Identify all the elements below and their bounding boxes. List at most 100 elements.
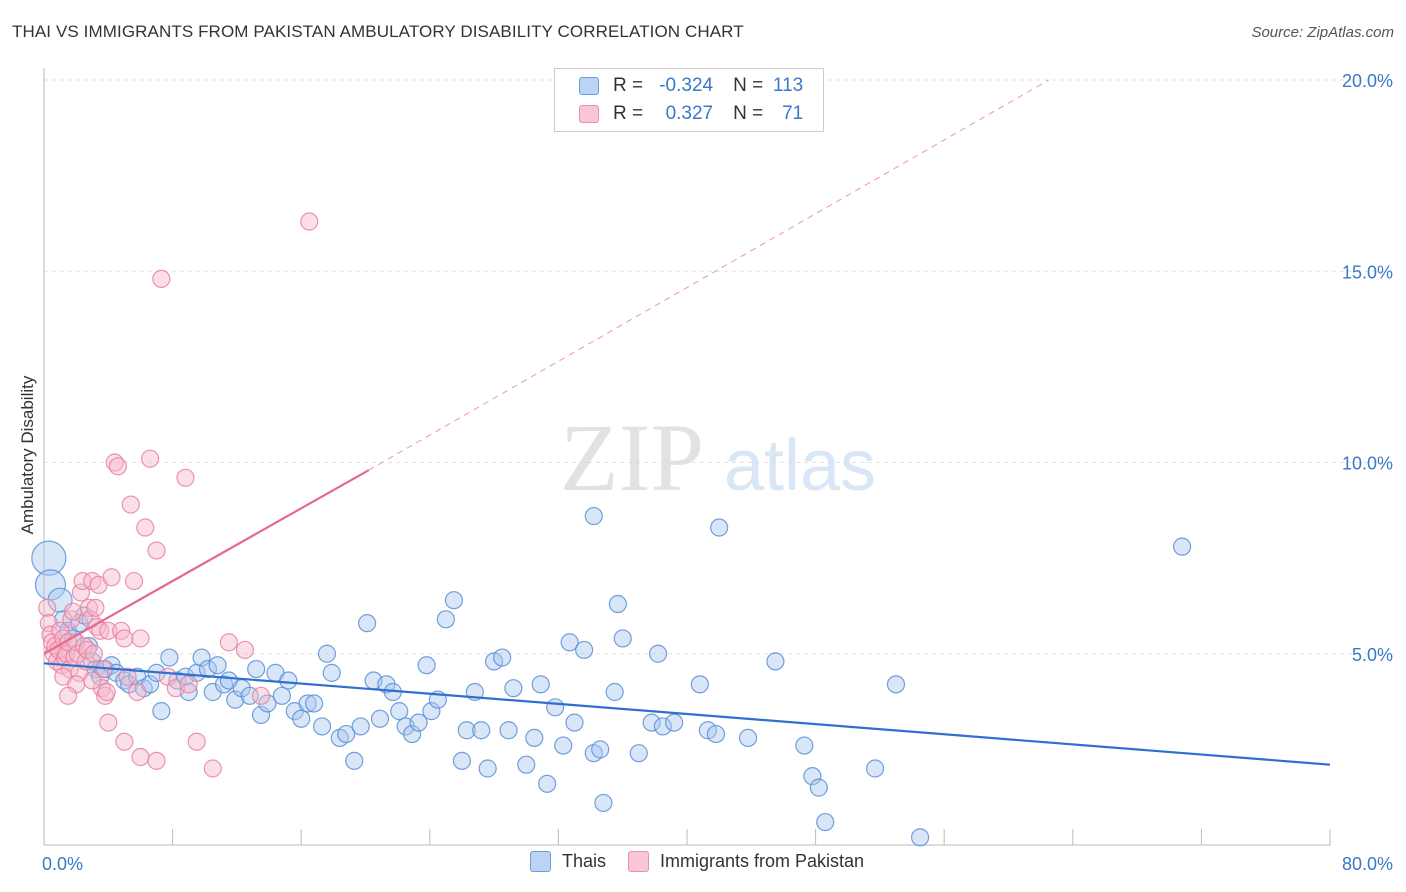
thais-point	[525, 728, 544, 748]
thais-point	[152, 702, 171, 721]
thais-point	[279, 671, 298, 690]
thais-point	[226, 690, 245, 709]
pakistan-point	[176, 468, 195, 487]
pakistan-point	[115, 732, 134, 751]
thais-point	[272, 686, 292, 705]
thais-point	[457, 721, 476, 740]
thais-point	[560, 633, 579, 652]
thais-point	[517, 755, 536, 774]
pakistan-r-value: 0.327	[665, 103, 714, 124]
thais-point	[370, 709, 390, 728]
r-label: R =	[613, 75, 644, 96]
thais-point	[251, 705, 271, 725]
thais-point	[444, 591, 464, 610]
thais-point	[538, 774, 557, 793]
pakistan-point	[179, 675, 198, 694]
thais-point	[605, 682, 624, 702]
thais-point	[298, 694, 317, 713]
thais-point	[292, 709, 311, 728]
thais-point	[312, 717, 332, 736]
pakistan-swatch	[579, 105, 599, 123]
thais-trend-line	[43, 662, 1331, 766]
pakistan-point	[62, 610, 81, 629]
y-tick-label: 5.0%	[1352, 645, 1393, 665]
pakistan-point	[136, 518, 155, 537]
thais-point	[546, 698, 565, 717]
pakistan-point	[300, 212, 319, 231]
thais-point	[409, 713, 428, 732]
grid-layer	[44, 79, 1390, 655]
thais-point	[613, 629, 632, 648]
r-label: R =	[613, 103, 644, 124]
thais-point	[351, 717, 370, 736]
watermark-atlas: atlas	[724, 426, 876, 506]
thais-point	[531, 675, 550, 694]
x-tick-label-max: 80.0%	[1342, 854, 1393, 874]
pakistan-point	[79, 598, 99, 617]
series-legend: Thais Immigrants from Pakistan	[530, 851, 886, 872]
thais-legend-swatch	[530, 851, 551, 872]
thais-point	[31, 540, 67, 576]
pakistan-point	[147, 751, 166, 770]
pakistan-point	[131, 629, 150, 648]
thais-n-value: 113	[772, 75, 804, 96]
thais-point	[478, 759, 497, 778]
thais-point	[642, 713, 661, 732]
thais-point	[345, 751, 364, 770]
thais-point	[493, 648, 512, 667]
trend-layer	[43, 79, 1331, 766]
thais-point	[629, 744, 648, 763]
thais-point	[390, 702, 409, 721]
chart-title: THAI VS IMMIGRANTS FROM PAKISTAN AMBULAT…	[12, 22, 744, 41]
thais-point	[337, 724, 356, 744]
thais-point	[865, 759, 885, 778]
pakistan-point	[102, 568, 121, 587]
pakistan-point	[99, 621, 118, 640]
legend-row-pakistan: R = 0.327 N = 71	[579, 101, 803, 127]
thais-point	[591, 740, 610, 759]
pakistan-point	[118, 667, 137, 686]
legend-item-thais[interactable]: Thais	[530, 851, 606, 872]
pakistan-point	[38, 598, 57, 617]
thais-point	[358, 614, 377, 633]
pakistan-point	[152, 269, 171, 288]
thais-point	[653, 717, 672, 736]
y-tick-label: 20.0%	[1342, 71, 1393, 91]
thais-legend-label: Thais	[562, 851, 607, 871]
correlation-legend: R = -0.324 N = 113 R = 0.327 N = 71	[554, 68, 824, 132]
tick-label-layer: 5.0% 10.0% 15.0% 20.0% 0.0% 80.0%	[42, 71, 1393, 874]
thais-point	[304, 694, 324, 713]
thais-point	[584, 506, 603, 526]
pakistan-point	[97, 682, 116, 702]
pakistan-point	[187, 732, 206, 751]
pakistan-point	[71, 583, 91, 602]
legend-row-thais: R = -0.324 N = 113	[579, 73, 803, 99]
thais-point	[575, 640, 594, 660]
pakistan-legend-label: Immigrants from Pakistan	[660, 851, 865, 871]
thais-point	[809, 778, 828, 797]
pakistan-point	[219, 633, 238, 652]
thais-point	[738, 728, 758, 748]
thais-point	[690, 675, 709, 694]
thais-point	[1173, 537, 1192, 556]
thais-swatch	[579, 77, 599, 95]
n-label: N =	[733, 103, 764, 124]
thais-point	[192, 648, 211, 667]
thais-point	[816, 812, 835, 832]
pakistan-n-value: 71	[782, 103, 804, 124]
pakistan-point	[99, 713, 118, 732]
axis-layer	[43, 68, 1331, 846]
thais-point	[504, 679, 523, 698]
thais-point	[803, 767, 822, 786]
thais-point	[208, 656, 227, 675]
thais-point	[795, 736, 814, 755]
pakistan-point	[251, 686, 271, 705]
thais-point	[499, 721, 518, 740]
legend-item-pakistan[interactable]: Immigrants from Pakistan	[628, 851, 864, 872]
pakistan-point	[108, 457, 128, 476]
thais-point	[403, 724, 422, 744]
thais-point	[472, 721, 491, 740]
thais-point	[317, 644, 337, 663]
pakistan-point	[84, 644, 103, 663]
